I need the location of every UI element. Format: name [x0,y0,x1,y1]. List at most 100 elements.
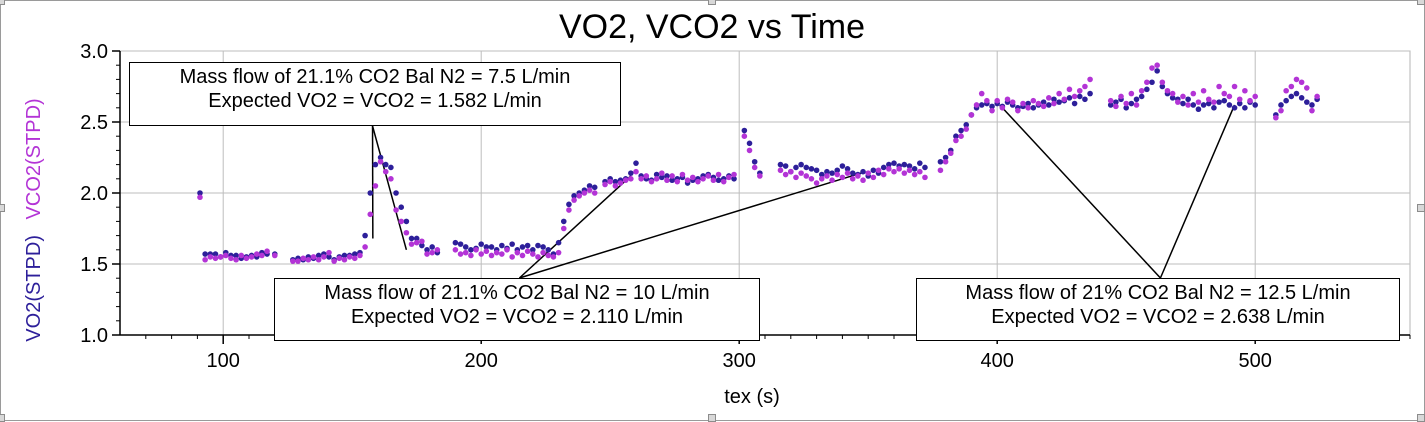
data-point [891,169,897,175]
data-point [633,169,639,175]
data-point [607,179,613,185]
annotation-pointer [519,172,865,278]
data-point [664,177,670,183]
data-point [1289,84,1295,90]
data-point [659,170,665,176]
data-point [907,167,913,173]
data-point [1041,104,1047,110]
data-point [1180,94,1186,100]
data-point [1154,68,1160,74]
data-point [716,177,722,183]
annotation-line-1: Mass flow of 21.1% CO2 Bal N2 = 7.5 L/mi… [136,65,614,89]
data-point [1314,94,1320,100]
data-point [1113,104,1119,110]
data-point [1149,65,1155,71]
data-point [362,233,368,239]
data-point [1299,95,1305,101]
data-point [690,175,696,181]
y-tick-label: 3.0 [80,41,108,63]
data-point [1278,108,1284,114]
data-point [1175,99,1181,105]
data-point [1206,96,1212,102]
data-point [592,185,598,191]
data-point [685,177,691,183]
data-point [1237,96,1243,102]
data-point [943,159,949,165]
data-point [969,112,975,118]
data-point [1201,88,1207,94]
data-point [571,197,577,203]
y-tick-label: 2.5 [80,112,108,134]
data-point [922,175,928,181]
data-point [1123,101,1129,107]
data-point [1118,94,1124,100]
data-point [1196,106,1202,112]
data-point [249,254,255,260]
data-point [850,170,856,176]
data-point [778,162,784,168]
data-point [424,251,430,257]
data-point [994,98,1000,104]
data-point [680,172,686,178]
data-point [295,258,301,264]
data-point [1036,101,1042,107]
data-point [814,180,820,186]
data-point [311,254,317,260]
data-point [393,190,399,196]
data-point [1278,102,1284,108]
data-point [202,257,208,263]
data-point [1139,88,1145,94]
data-point [208,254,214,260]
data-point [798,162,804,168]
y-tick-label: 2.0 [80,183,108,205]
annotation-line-1: Mass flow of 21% CO2 Bal N2 = 12.5 L/min [923,281,1393,305]
data-point [1160,79,1166,85]
data-point [530,251,536,257]
data-point [953,138,959,144]
data-point [602,182,608,188]
data-point [1061,96,1067,102]
data-point [757,173,763,179]
x-tick-label: 400 [981,350,1014,372]
data-point [197,194,203,200]
data-point [1196,99,1202,105]
data-point [494,250,500,256]
y-axis-label: VO2(STPD) VCO2(STPD) [23,98,45,341]
data-point [468,247,474,253]
data-point [654,176,660,182]
data-point [587,187,593,193]
data-point [881,165,887,171]
data-point [458,241,464,247]
data-point [881,172,887,178]
data-point [1082,84,1088,90]
data-point [1294,77,1300,83]
data-point [429,244,435,250]
data-point [453,240,459,246]
data-point [912,172,918,178]
data-point [974,102,980,108]
data-point [628,176,634,182]
annotation-10-lpm: Mass flow of 21.1% CO2 Bal N2 = 10 L/min… [274,278,760,341]
y-axis-label-vco2: VCO2(STPD) [23,98,45,219]
data-point [1056,91,1062,97]
data-point [435,247,441,253]
data-point [373,162,379,168]
data-point [623,177,629,183]
data-point [674,179,680,185]
data-point [840,163,846,169]
data-point [1031,98,1037,104]
x-tick-label: 200 [465,350,498,372]
data-point [649,179,655,185]
data-point [1072,101,1078,107]
data-point [1020,101,1026,107]
annotation-pointer [1000,105,1161,278]
data-point [747,148,753,154]
chart-title: VO2, VCO2 vs Time [559,8,865,46]
data-point [202,251,208,257]
data-point [409,241,415,247]
data-point [566,202,572,208]
data-point [752,165,758,171]
data-point [613,183,619,189]
data-point [1005,96,1011,102]
data-point [342,257,348,263]
